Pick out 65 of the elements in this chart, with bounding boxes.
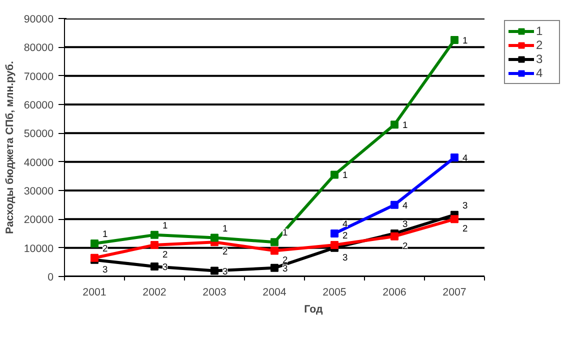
annotation: 1 (162, 220, 168, 230)
y-tick-label: 0 (48, 272, 54, 284)
point (270, 264, 278, 272)
annotation: 2 (222, 246, 228, 257)
point (210, 234, 218, 242)
annotation: 3 (102, 264, 108, 274)
annotation: 1 (222, 223, 228, 234)
x-tick-label: 2002 (142, 286, 166, 298)
point (330, 230, 338, 238)
y-tick-label: 20000 (24, 214, 54, 226)
point (450, 36, 458, 44)
point (150, 240, 158, 249)
annotation: 2 (102, 243, 108, 254)
y-tick-label: 40000 (24, 156, 54, 169)
legend-label: 1 (536, 24, 544, 38)
annotation: 1 (462, 36, 468, 46)
x-tick-label: 2006 (382, 286, 406, 298)
y-tick-label: 50000 (24, 128, 54, 140)
annotation: 1 (102, 229, 108, 240)
annotation: 3 (342, 252, 348, 262)
point (150, 230, 158, 239)
annotation: 1 (402, 120, 408, 130)
annotation: 3 (462, 200, 468, 210)
annotation: 1 (282, 228, 288, 238)
x-tick-label: 2003 (202, 286, 226, 298)
x-tick-label: 2005 (322, 286, 346, 298)
x-tick-label: 2007 (442, 286, 466, 298)
point (330, 170, 338, 179)
y-tick-label: 70000 (24, 70, 54, 83)
annotation: 2 (282, 255, 288, 266)
point (330, 240, 338, 249)
point (270, 238, 278, 246)
annotation: 3 (282, 263, 288, 274)
annotation: 3 (402, 219, 408, 229)
annotation: 2 (462, 224, 468, 234)
x-axis-title: Год (304, 304, 324, 316)
legend-label: 4 (536, 66, 544, 80)
point (390, 120, 398, 129)
y-tick-label: 30000 (24, 186, 54, 198)
y-tick-label: 90000 (24, 14, 54, 26)
legend-label: 2 (536, 38, 544, 52)
point (390, 232, 398, 240)
point (450, 215, 458, 224)
point (270, 246, 278, 255)
annotation: 4 (342, 219, 348, 229)
annotation: 2 (162, 249, 168, 260)
point (210, 266, 218, 275)
annotation: 3 (162, 262, 168, 272)
annotation: 4 (462, 153, 468, 164)
x-tick-label: 2001 (82, 286, 106, 298)
point (390, 200, 398, 209)
annotation: 4 (402, 200, 408, 210)
annotation: 3 (222, 266, 228, 276)
annotation: 2 (342, 230, 348, 240)
y-tick-label: 60000 (24, 100, 54, 112)
legend-label: 3 (536, 52, 544, 66)
point (450, 154, 458, 162)
y-tick-label: 80000 (24, 42, 54, 54)
annotation: 1 (342, 170, 348, 180)
y-tick-label: 10000 (24, 242, 54, 255)
point (150, 262, 158, 270)
point (90, 240, 98, 248)
y-axis-title: Расходы бюджета СПб, млн.руб. (4, 61, 16, 234)
x-tick-label: 2004 (262, 286, 286, 298)
annotation: 2 (402, 240, 408, 251)
